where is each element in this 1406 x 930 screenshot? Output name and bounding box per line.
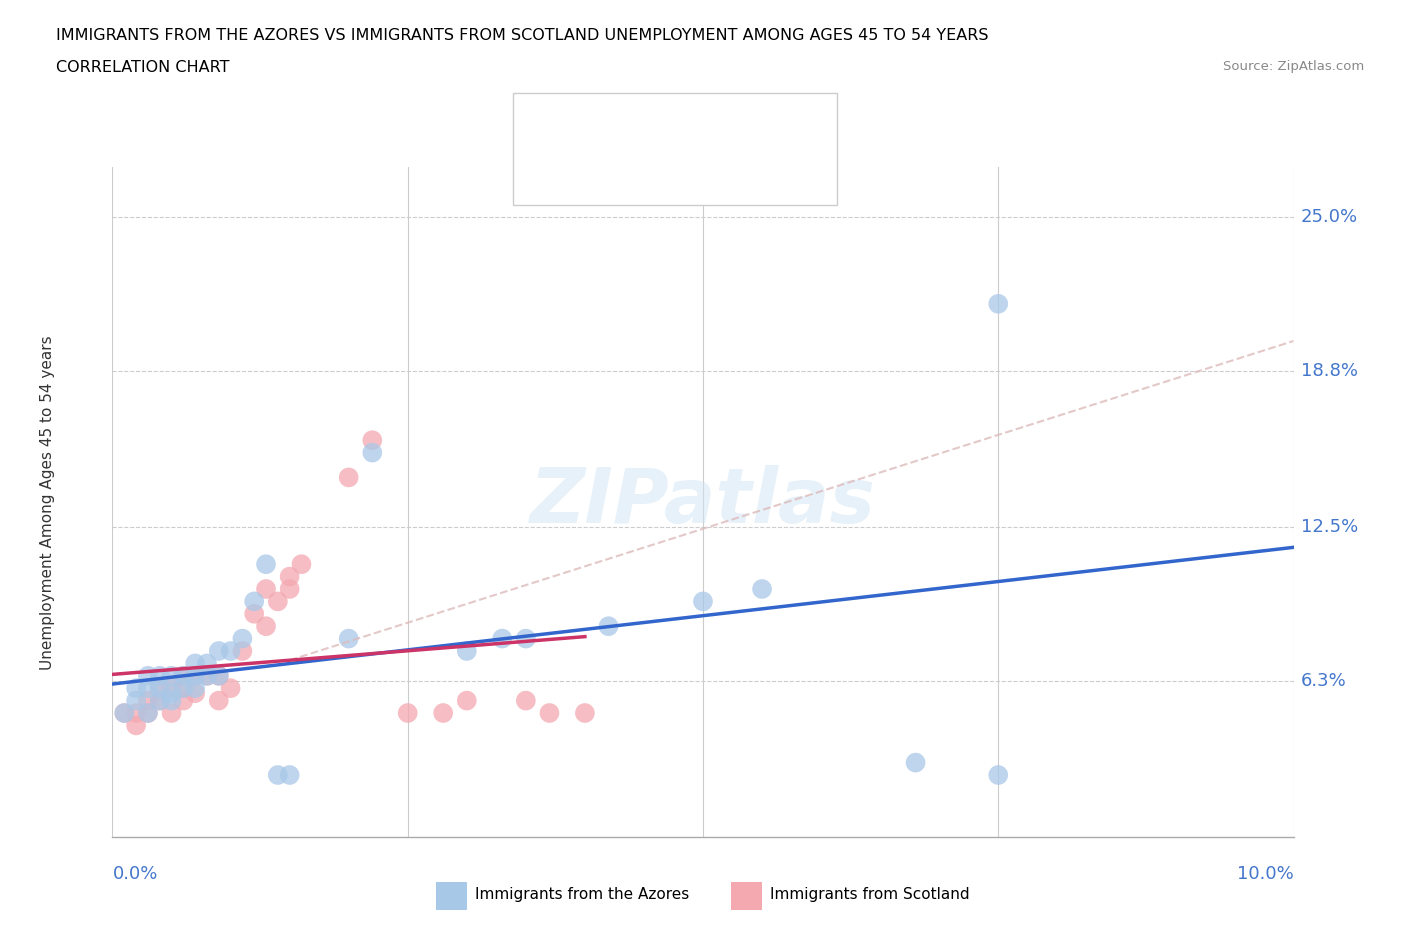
Point — [538, 706, 561, 721]
Text: 25.0%: 25.0% — [1301, 208, 1358, 226]
Text: N = 38: N = 38 — [675, 112, 738, 130]
Point — [243, 606, 266, 621]
Point — [136, 706, 159, 721]
Text: ZIPatlas: ZIPatlas — [530, 465, 876, 539]
Point — [278, 569, 301, 584]
Point — [208, 644, 231, 658]
Point — [267, 594, 290, 609]
Point — [136, 669, 159, 684]
Text: Immigrants from Scotland: Immigrants from Scotland — [770, 887, 970, 902]
Text: 12.5%: 12.5% — [1301, 518, 1358, 536]
Point — [456, 693, 478, 708]
Point — [904, 755, 927, 770]
Text: Immigrants from the Azores: Immigrants from the Azores — [475, 887, 689, 902]
Point — [112, 706, 135, 721]
Point — [149, 681, 172, 696]
Point — [290, 557, 312, 572]
Point — [195, 669, 218, 684]
Point — [125, 706, 148, 721]
Point — [278, 581, 301, 596]
Point — [515, 631, 537, 646]
Point — [125, 681, 148, 696]
Text: 10.0%: 10.0% — [1237, 865, 1294, 883]
Point — [491, 631, 513, 646]
Point — [337, 470, 360, 485]
Point — [751, 581, 773, 596]
Point — [692, 594, 714, 609]
Point — [267, 767, 290, 782]
Text: R = 0.537: R = 0.537 — [574, 112, 664, 130]
Point — [598, 618, 620, 633]
Point — [195, 669, 218, 684]
Point — [208, 669, 231, 684]
Text: 18.8%: 18.8% — [1301, 362, 1358, 379]
Point — [172, 681, 194, 696]
Point — [172, 669, 194, 684]
Point — [172, 681, 194, 696]
Point — [184, 681, 207, 696]
Point — [160, 706, 183, 721]
Text: Unemployment Among Ages 45 to 54 years: Unemployment Among Ages 45 to 54 years — [39, 335, 55, 670]
Point — [987, 767, 1010, 782]
Point — [254, 581, 277, 596]
Point — [231, 631, 253, 646]
Point — [184, 669, 207, 684]
Text: CORRELATION CHART: CORRELATION CHART — [56, 60, 229, 75]
Point — [361, 445, 384, 460]
Point — [219, 644, 242, 658]
Point — [278, 767, 301, 782]
Point — [160, 685, 183, 700]
Point — [149, 693, 172, 708]
Point — [574, 706, 596, 721]
Text: 6.3%: 6.3% — [1301, 671, 1347, 690]
Point — [337, 631, 360, 646]
Point — [172, 693, 194, 708]
Point — [172, 669, 194, 684]
Point — [432, 706, 454, 721]
Point — [160, 693, 183, 708]
Point — [184, 669, 207, 684]
Point — [243, 594, 266, 609]
Point — [231, 644, 253, 658]
Point — [184, 685, 207, 700]
Text: R = 0.297: R = 0.297 — [574, 152, 664, 170]
Point — [208, 669, 231, 684]
Point — [160, 669, 183, 684]
Point — [184, 656, 207, 671]
Point — [125, 693, 148, 708]
Point — [136, 706, 159, 721]
Point — [149, 681, 172, 696]
Text: IMMIGRANTS FROM THE AZORES VS IMMIGRANTS FROM SCOTLAND UNEMPLOYMENT AMONG AGES 4: IMMIGRANTS FROM THE AZORES VS IMMIGRANTS… — [56, 28, 988, 43]
Point — [195, 656, 218, 671]
Text: N = 34: N = 34 — [675, 152, 738, 170]
Point — [208, 693, 231, 708]
Point — [160, 681, 183, 696]
Point — [112, 706, 135, 721]
Point — [254, 618, 277, 633]
Point — [987, 297, 1010, 312]
Point — [361, 432, 384, 447]
Point — [219, 681, 242, 696]
Point — [125, 718, 148, 733]
Point — [149, 693, 172, 708]
Point — [396, 706, 419, 721]
Text: Source: ZipAtlas.com: Source: ZipAtlas.com — [1223, 60, 1364, 73]
Point — [515, 693, 537, 708]
Point — [136, 693, 159, 708]
Point — [136, 681, 159, 696]
Text: 0.0%: 0.0% — [112, 865, 157, 883]
Point — [254, 557, 277, 572]
Point — [149, 669, 172, 684]
Point — [456, 644, 478, 658]
